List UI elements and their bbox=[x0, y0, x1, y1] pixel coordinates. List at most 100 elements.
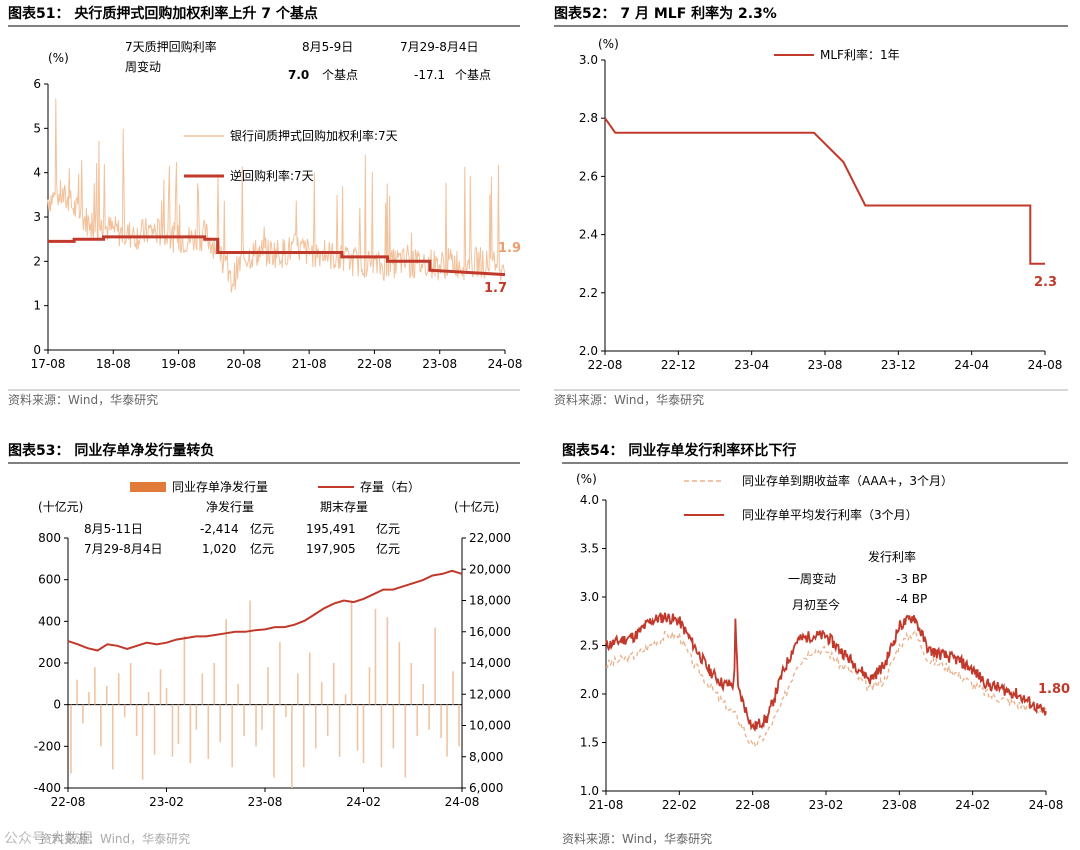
x-tick-label: 17-08 bbox=[31, 357, 66, 371]
y-right-tick-label: 10,000 bbox=[469, 719, 511, 733]
y-unit: (%) bbox=[598, 37, 619, 51]
bar-net-issuance bbox=[117, 673, 120, 705]
y-tick-label: 3.0 bbox=[579, 53, 598, 67]
bar-net-issuance bbox=[147, 692, 150, 705]
legend-label-mlf: MLF利率：1年 bbox=[820, 47, 900, 62]
bar-net-issuance bbox=[386, 617, 389, 705]
bar-net-issuance bbox=[285, 704, 287, 718]
source-text: 资料来源：Wind，华泰研究 bbox=[562, 831, 712, 846]
y-right-tick-label: 20,000 bbox=[469, 562, 511, 576]
chart-54-title: 图表54： 同业存单发行利率环比下行 bbox=[562, 442, 796, 459]
y-tick-label: 1 bbox=[33, 299, 41, 313]
bar-net-issuance bbox=[303, 704, 305, 768]
bar-net-issuance bbox=[392, 704, 395, 749]
y-tick-label: 2 bbox=[33, 254, 41, 268]
chart-53-series bbox=[67, 569, 463, 652]
bar-net-issuance bbox=[207, 704, 210, 759]
bar-net-issuance bbox=[422, 683, 424, 705]
y-right-tick-label: 16,000 bbox=[469, 625, 511, 639]
x-tick-label: 22-08 bbox=[357, 357, 392, 371]
chart-51-svg: 图表51： 央行质押式回购加权利率上升 7 个基点 (%) 7天质押回购利率 周… bbox=[8, 5, 522, 407]
bar-net-issuance bbox=[183, 635, 186, 705]
y-right-tick-label: 12,000 bbox=[469, 687, 511, 701]
chart-panel-51: 图表51： 央行质押式回购加权利率上升 7 个基点 (%) 7天质押回购利率 周… bbox=[0, 0, 540, 425]
note-header-stock: 期末存量 bbox=[320, 500, 368, 514]
bar-net-issuance bbox=[338, 704, 341, 757]
legend-label-reverse-repo: 逆回购利率:7天 bbox=[230, 168, 314, 183]
x-tick-label: 24-08 bbox=[1028, 358, 1063, 372]
y-tick-label: 5 bbox=[33, 121, 41, 135]
end-label-repo: 1.9 bbox=[498, 241, 521, 256]
bar-net-issuance bbox=[273, 704, 275, 778]
y-tick-label: 2.8 bbox=[579, 111, 598, 125]
y-tick-label: 0 bbox=[33, 343, 41, 357]
note-date-1: 8月5-9日 bbox=[302, 40, 353, 54]
y-tick-label: 1.5 bbox=[580, 736, 599, 750]
x-tick-label: 19-08 bbox=[161, 357, 196, 371]
bar-net-issuance bbox=[171, 704, 174, 757]
bar-net-issuance bbox=[344, 694, 347, 705]
bar-net-issuance bbox=[70, 704, 72, 774]
bar-net-issuance bbox=[267, 667, 269, 705]
x-tick-label: 24-02 bbox=[346, 795, 381, 809]
y-tick-label: 0 bbox=[53, 698, 61, 712]
x-tick-label: 23-02 bbox=[149, 795, 184, 809]
bar-net-issuance bbox=[308, 652, 311, 705]
y-right-tick-label: 22,000 bbox=[469, 531, 511, 545]
series-mlf-line bbox=[604, 117, 1045, 265]
chart-52-series bbox=[604, 117, 1045, 265]
bar-net-issuance bbox=[320, 681, 323, 705]
bar-net-issuance bbox=[76, 679, 78, 705]
x-tick-label: 23-04 bbox=[734, 358, 769, 372]
bar-net-issuance bbox=[201, 673, 204, 705]
x-tick-label: 23-12 bbox=[881, 358, 916, 372]
x-tick-label: 21-08 bbox=[589, 798, 624, 812]
note-stock-1: 195,491 bbox=[306, 522, 356, 536]
note-stock-2: 197,905 bbox=[306, 542, 356, 556]
bar-net-issuance bbox=[291, 704, 293, 788]
bar-net-issuance bbox=[428, 704, 430, 730]
legend-label-repo: 银行间质押式回购加权利率:7天 bbox=[230, 128, 398, 143]
end-label-issuance-rate: 1.80 bbox=[1038, 682, 1070, 697]
y-tick-label: 4 bbox=[33, 166, 41, 180]
note-label-2: 周变动 bbox=[125, 59, 161, 74]
end-label-reverse-repo: 1.7 bbox=[484, 281, 507, 296]
legend-swatch-net-issuance bbox=[130, 482, 166, 492]
bar-net-issuance bbox=[225, 619, 227, 705]
x-tick-label: 22-08 bbox=[588, 358, 623, 372]
chart-52-title: 图表52： 7 月 MLF 利率为 2.3% bbox=[554, 5, 777, 22]
bar-net-issuance bbox=[368, 667, 371, 705]
chart-panel-54: 图表54： 同业存单发行利率环比下行 (%) 同业存单到期收益率（AAA+，3个… bbox=[548, 425, 1080, 850]
bar-net-issuance bbox=[94, 667, 96, 705]
y-right-tick-label: 8,000 bbox=[469, 750, 503, 764]
chart-54-series bbox=[605, 612, 1047, 749]
source-text: 资料来源：Wind，华泰研究 bbox=[554, 392, 704, 407]
bar-net-issuance bbox=[398, 642, 401, 705]
x-tick-label: 21-08 bbox=[292, 357, 327, 371]
bar-net-issuance bbox=[141, 704, 144, 780]
bar-net-issuance bbox=[82, 704, 84, 724]
bar-net-issuance bbox=[231, 704, 233, 768]
x-tick-label: 24-04 bbox=[954, 358, 989, 372]
y-tick-label: 2.5 bbox=[580, 639, 599, 653]
x-tick-label: 24-08 bbox=[445, 795, 480, 809]
source-text: 资料来源：Wind，华泰研究 bbox=[8, 392, 158, 407]
bar-net-issuance bbox=[249, 600, 251, 705]
chart-52-axes: 2.0 2.2 2.4 2.6 2.8 3.0 22-08 22-12 23-04 23-08 23… bbox=[579, 53, 1063, 372]
y-unit: (%) bbox=[576, 472, 597, 486]
y-tick-label: -400 bbox=[34, 781, 61, 795]
bar-net-issuance bbox=[374, 608, 377, 705]
x-tick-label: 23-08 bbox=[808, 358, 843, 372]
x-tick-label: 23-08 bbox=[422, 357, 457, 371]
y-unit-right: (十亿元) bbox=[454, 499, 499, 514]
bar-net-issuance bbox=[350, 600, 353, 705]
bar-net-issuance bbox=[434, 627, 436, 705]
bar-net-issuance bbox=[153, 704, 156, 755]
note-unit-stock-1: 亿元 bbox=[376, 521, 400, 536]
chart-panel-53: 图表53： 同业存单净发行量转负 同业存单净发行量 存量（右） (十亿元) (十… bbox=[0, 425, 540, 850]
bar-net-issuance bbox=[195, 704, 198, 730]
bar-net-issuance bbox=[404, 704, 407, 778]
y-tick-label: 800 bbox=[38, 531, 61, 545]
y-tick-label: 600 bbox=[38, 573, 61, 587]
y-tick-label: 3 bbox=[33, 210, 41, 224]
